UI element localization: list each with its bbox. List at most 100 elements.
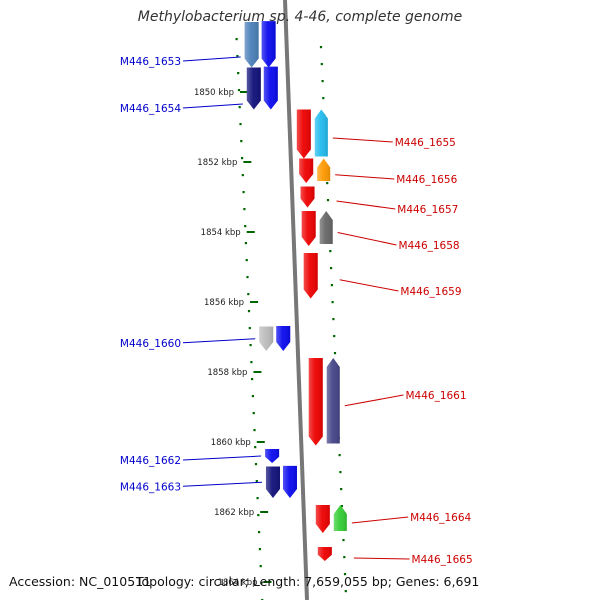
track-guide-dot [256,497,259,500]
track-guide-dot [250,361,253,364]
gene-label-M446_1657[interactable]: M446_1657 [397,204,458,216]
gene-feature-pair-M446_1660[interactable] [276,326,291,351]
track-guide-dot [255,480,258,483]
scale-tick-label: 1858 kbp [207,368,247,378]
track-guide-dot [251,378,254,381]
gene-feature-pair-M446_1656[interactable] [317,158,331,182]
gene-feature-M446_1663[interactable] [265,466,280,499]
gene-label-M446_1659[interactable]: M446_1659 [400,286,461,298]
gene-arrow-shine [259,326,274,351]
gene-feature-pair-M446_1655[interactable] [314,109,328,157]
backbone [283,0,309,601]
gene-arrow-shine [326,358,340,444]
scale-ticks: 1850 kbp 1852 kbp 1854 kbp 1856 kbp 1858 kbp… [194,88,272,588]
gene-arrow-shine [261,21,276,68]
gene-arrow-shine [319,211,333,244]
gene-leader-line [182,56,241,62]
gene-arrow-shine [244,22,259,68]
track-guide-dot [257,514,260,517]
gene-feature-M446_1658[interactable] [301,211,316,246]
track-guide-dot [242,191,245,194]
track-guide-dot [246,276,249,279]
gene-arrow-shine [315,505,330,533]
gene-label-M446_1658[interactable]: M446_1658 [399,240,460,252]
gene-label-M446_1663[interactable]: M446_1663 [120,481,181,493]
track-guide-dot [258,531,261,534]
track-guide-dot [260,582,263,585]
gene-feature-pair-M446_1654[interactable] [263,66,278,110]
gene-label-M446_1662[interactable]: M446_1662 [120,455,181,467]
track-guide-dot [342,539,345,542]
track-guide-dot [259,565,262,568]
gene-feature-M446_1660[interactable] [259,326,274,352]
track-guide-dot [329,250,332,253]
gene-feature-M446_1654[interactable] [246,67,261,110]
accession-text: Accession: NC_010511 [9,574,152,589]
track-guide-dot [326,199,330,202]
gene-arrow-shine [317,158,331,181]
gene-arrow-shine [308,358,323,446]
gene-label-M446_1660[interactable]: M446_1660 [120,338,181,350]
map-title: Methylobacterium sp. 4-46, complete geno… [137,9,463,25]
track-guide-dot [254,446,257,449]
gene-arrow-shine [333,505,347,531]
gene-leader-line [335,174,395,180]
gene-label-M446_1665[interactable]: M446_1665 [412,554,473,566]
gene-feature-M446_1653[interactable] [244,22,259,68]
scale-tick-label: 1850 kbp [194,88,234,98]
gene-feature-M446_1657[interactable] [300,186,315,208]
gene-leader-line [182,455,262,461]
track-guide-dot [338,454,341,457]
track-guide-dot [237,89,241,92]
gene-feature-pair-M446_1653[interactable] [261,21,276,68]
track-guide-dot [252,412,255,415]
gene-label-M446_1661[interactable]: M446_1661 [405,390,466,402]
gene-leader-line [182,338,256,344]
gene-leader-line [182,481,263,487]
track-guide-dot [239,123,242,126]
gene-feature-pair-M446_1664[interactable] [333,505,347,531]
gene-feature-M446_1664[interactable] [315,505,330,533]
gene-leader-line [344,394,404,407]
track-guide-dot [238,106,241,109]
summary-text: Topology: circular; Length: 7,659,055 bp… [136,574,480,589]
scale-tick-label: 1862 kbp [214,508,254,518]
gene-feature-M446_1655[interactable] [296,109,311,159]
gene-label-M446_1656[interactable]: M446_1656 [396,174,457,186]
scale-tick-label: 1854 kbp [201,228,241,238]
track-guide-dot [247,293,250,296]
gene-features [244,21,347,561]
gene-leader-line [337,232,397,246]
gene-arrow-shine [265,449,280,463]
gene-feature-pair-M446_1663[interactable] [282,465,297,498]
track-guide-dot [340,505,343,508]
gene-arrow-shine [296,109,311,159]
gene-arrow-shine [246,67,261,110]
gene-feature-M446_1665[interactable] [317,547,332,561]
track-guide-dot [340,488,343,491]
gene-label-M446_1655[interactable]: M446_1655 [395,137,456,149]
gene-feature-pair-M446_1661[interactable] [326,358,340,444]
gene-feature-pair-M446_1658[interactable] [319,211,333,244]
track-guide-dot [244,242,247,245]
gene-leader-line [353,557,410,560]
track-guide-dot [241,157,244,160]
gene-feature-M446_1656[interactable] [299,158,314,184]
gene-arrow-shine [303,253,318,299]
track-guide-dot [240,140,243,143]
track-guide-dot [331,301,334,304]
gene-label-M446_1664[interactable]: M446_1664 [410,512,471,524]
gene-arrow-shine [299,158,314,183]
gene-label-M446_1653[interactable]: M446_1653 [120,56,181,68]
gene-label-M446_1654[interactable]: M446_1654 [120,103,181,115]
gene-feature-M446_1662[interactable] [265,449,280,463]
track-guide-dot [235,38,238,41]
track-guide-dot [249,344,252,347]
gene-feature-M446_1661[interactable] [308,358,323,446]
gene-feature-M446_1659[interactable] [303,253,318,299]
gene-arrow-shine [314,109,328,157]
track-guide-dot [343,556,346,559]
track-guide-dot [251,395,254,398]
scale-tick-label: 1852 kbp [197,158,237,168]
